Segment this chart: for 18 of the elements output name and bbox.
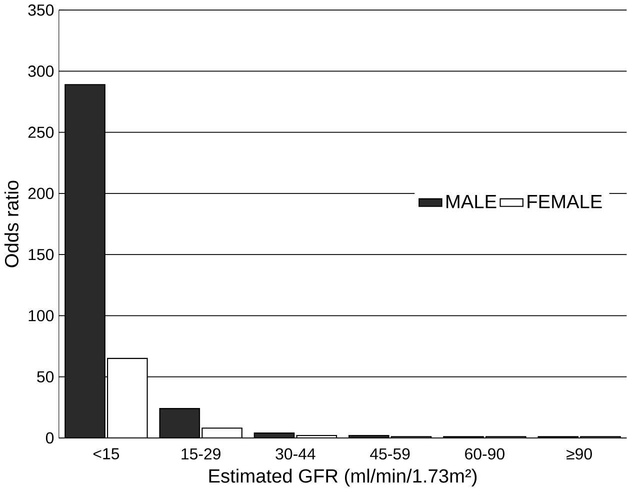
y-tick-label: 250 (28, 126, 54, 138)
x-tick-label: 45-59 (370, 448, 410, 460)
y-tick-label: 200 (28, 188, 54, 200)
y-axis-title: Odds ratio (4, 180, 18, 268)
x-tick-label: <15 (93, 448, 120, 460)
legend-label: MALE (446, 195, 496, 208)
x-tick-label: ≥90 (566, 448, 592, 460)
y-tick-label: 0 (46, 432, 54, 444)
y-tick-label: 150 (28, 248, 54, 260)
y-tick-label: 300 (28, 66, 54, 77)
x-axis-title: Estimated GFR (ml/min/1.73m²) (209, 468, 477, 487)
legend-label: FEMALE (528, 195, 602, 208)
x-tick-label: 30-44 (276, 448, 316, 460)
y-tick-label: 50 (37, 371, 54, 382)
x-tick-label: 15-29 (182, 448, 220, 460)
x-tick-label: 60-90 (465, 448, 504, 460)
y-tick-label: 350 (28, 4, 54, 16)
y-tick-label: 100 (28, 310, 54, 322)
